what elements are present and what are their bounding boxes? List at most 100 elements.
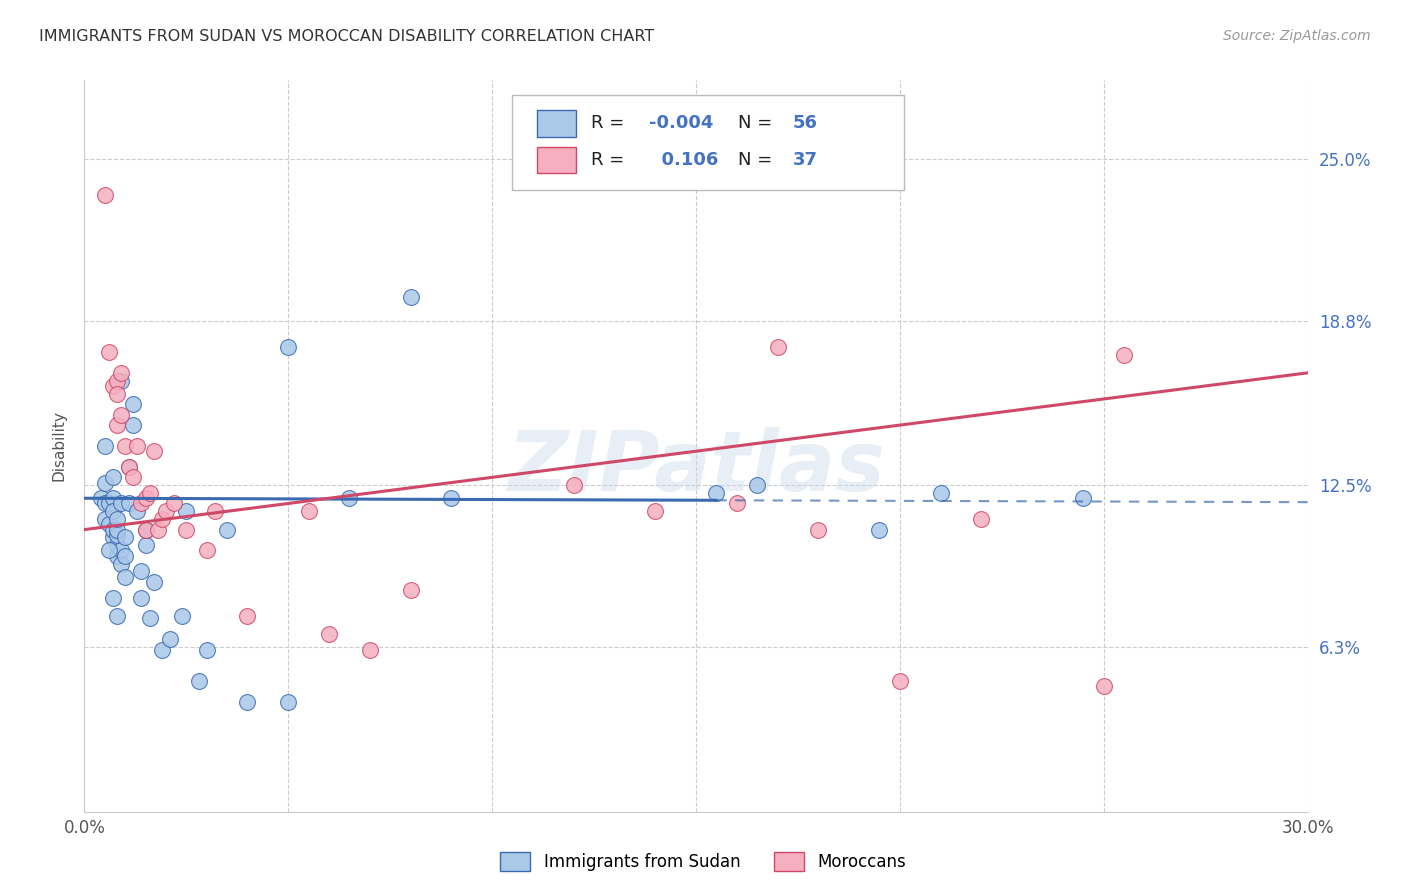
Point	[105, 523, 128, 537]
Point	[318, 627, 340, 641]
Point	[1114, 348, 1136, 362]
Text: Source: ZipAtlas.com: Source: ZipAtlas.com	[1223, 29, 1371, 43]
Point	[105, 549, 128, 563]
Point	[127, 504, 149, 518]
Point	[105, 512, 128, 526]
Point	[174, 523, 197, 537]
Point	[93, 496, 115, 510]
Point	[150, 642, 173, 657]
Point	[97, 345, 120, 359]
Point	[142, 574, 165, 589]
Point	[122, 397, 145, 411]
Point	[163, 496, 186, 510]
Point	[101, 470, 124, 484]
Point	[399, 290, 422, 304]
Point	[135, 491, 157, 506]
Point	[146, 523, 169, 537]
FancyBboxPatch shape	[537, 147, 576, 173]
Point	[359, 642, 381, 657]
FancyBboxPatch shape	[513, 95, 904, 190]
Point	[93, 475, 115, 490]
Point	[970, 512, 993, 526]
Point	[110, 557, 132, 571]
Point	[110, 496, 132, 510]
Point	[747, 478, 769, 492]
Point	[155, 504, 177, 518]
Point	[93, 439, 115, 453]
Point	[118, 496, 141, 510]
Point	[101, 491, 124, 506]
Point	[187, 674, 209, 689]
Text: 37: 37	[793, 151, 818, 169]
Point	[277, 695, 299, 709]
Point	[889, 674, 911, 689]
Point	[101, 530, 124, 544]
Point	[339, 491, 361, 506]
Point	[929, 486, 952, 500]
Point	[725, 496, 748, 510]
Point	[204, 504, 226, 518]
Point	[122, 418, 145, 433]
Point	[127, 439, 149, 453]
Point	[110, 543, 132, 558]
Text: ZIPatlas: ZIPatlas	[508, 427, 884, 508]
Point	[159, 632, 181, 647]
Point	[562, 478, 585, 492]
Text: R =: R =	[591, 114, 630, 132]
Point	[217, 523, 239, 537]
Point	[110, 366, 132, 380]
Point	[90, 491, 112, 506]
Point	[236, 695, 259, 709]
Point	[105, 528, 128, 542]
Point	[440, 491, 463, 506]
Text: 56: 56	[793, 114, 818, 132]
Text: R =: R =	[591, 151, 630, 169]
Point	[110, 374, 132, 388]
Point	[101, 523, 124, 537]
Point	[105, 608, 128, 623]
Point	[93, 188, 115, 202]
Point	[644, 504, 666, 518]
Point	[138, 486, 160, 500]
Text: -0.004: -0.004	[650, 114, 714, 132]
Point	[105, 418, 128, 433]
Point	[1073, 491, 1095, 506]
Point	[138, 611, 160, 625]
Point	[105, 538, 128, 552]
Y-axis label: Disability: Disability	[51, 410, 66, 482]
Point	[131, 565, 153, 579]
Point	[298, 504, 321, 518]
Text: 0.106: 0.106	[650, 151, 718, 169]
Point	[236, 608, 259, 623]
Point	[97, 517, 120, 532]
Point	[706, 486, 728, 500]
Point	[172, 608, 194, 623]
Point	[399, 582, 422, 597]
Point	[114, 549, 136, 563]
Point	[114, 530, 136, 544]
Point	[93, 512, 115, 526]
Point	[869, 523, 891, 537]
Point	[142, 444, 165, 458]
Point	[101, 379, 124, 393]
Point	[114, 569, 136, 583]
Point	[195, 543, 218, 558]
Point	[97, 496, 120, 510]
Point	[101, 504, 124, 518]
Text: IMMIGRANTS FROM SUDAN VS MOROCCAN DISABILITY CORRELATION CHART: IMMIGRANTS FROM SUDAN VS MOROCCAN DISABI…	[39, 29, 655, 44]
Point	[195, 642, 218, 657]
Point	[135, 538, 157, 552]
Point	[135, 523, 157, 537]
Point	[118, 459, 141, 474]
Text: N =: N =	[738, 151, 778, 169]
Legend: Immigrants from Sudan, Moroccans: Immigrants from Sudan, Moroccans	[492, 843, 914, 880]
Point	[118, 459, 141, 474]
Point	[105, 386, 128, 401]
Point	[766, 340, 789, 354]
Point	[277, 340, 299, 354]
Point	[135, 523, 157, 537]
Point	[110, 408, 132, 422]
Point	[122, 470, 145, 484]
Point	[105, 374, 128, 388]
Point	[174, 504, 197, 518]
